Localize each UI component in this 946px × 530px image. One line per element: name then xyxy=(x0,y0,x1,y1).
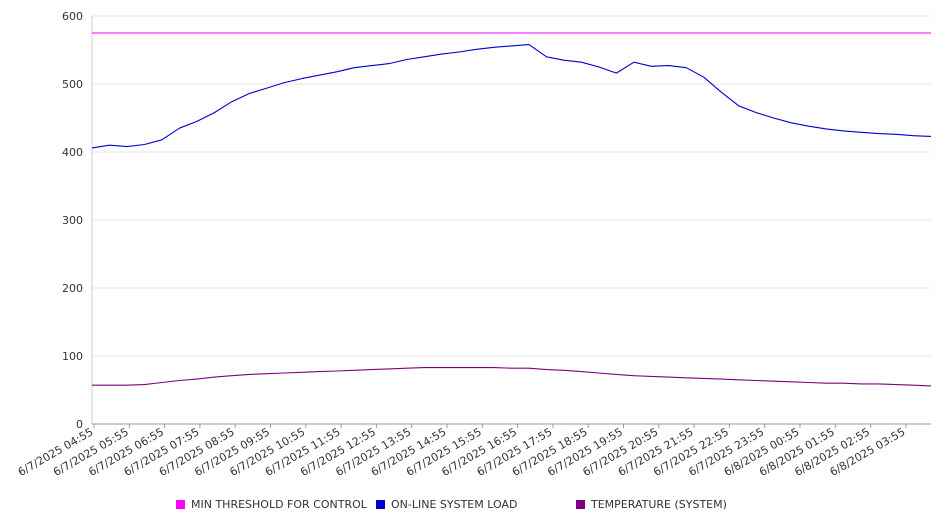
y-tick-label: 100 xyxy=(62,350,83,363)
series-line-temperature xyxy=(92,367,932,387)
legend-swatch-system-load xyxy=(376,500,385,509)
y-tick-label: 600 xyxy=(62,10,83,23)
legend: MIN THRESHOLD FOR CONTROL ON-LINE SYSTEM… xyxy=(0,498,946,514)
legend-label-temperature: TEMPERATURE (SYSTEM) xyxy=(591,498,727,511)
y-tick-label: 200 xyxy=(62,282,83,295)
legend-label-system-load: ON-LINE SYSTEM LOAD xyxy=(391,498,518,511)
legend-item-min-threshold: MIN THRESHOLD FOR CONTROL xyxy=(176,498,367,511)
y-tick-label: 400 xyxy=(62,146,83,159)
legend-item-temperature: TEMPERATURE (SYSTEM) xyxy=(576,498,727,511)
legend-item-system-load: ON-LINE SYSTEM LOAD xyxy=(376,498,517,511)
legend-swatch-temperature xyxy=(576,500,585,509)
legend-swatch-min-threshold xyxy=(176,500,185,509)
legend-label-min-threshold: MIN THRESHOLD FOR CONTROL xyxy=(191,498,367,511)
y-tick-label: 500 xyxy=(62,78,83,91)
series-line-system-load xyxy=(91,44,932,149)
y-tick-label: 0 xyxy=(76,418,83,431)
y-tick-label: 300 xyxy=(62,214,83,227)
